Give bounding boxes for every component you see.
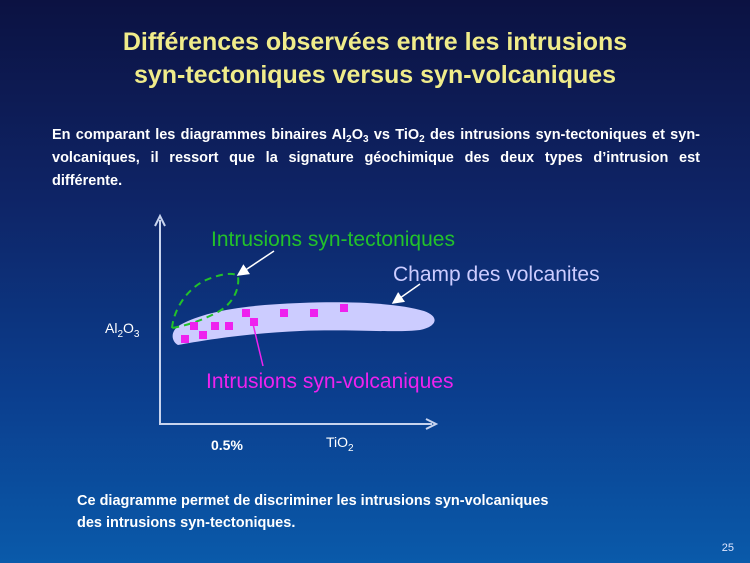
intro-text-2: O: [351, 127, 363, 143]
slide-number: 25: [721, 542, 734, 554]
syn-tectonic-pointer: [236, 250, 275, 276]
sample-point: [190, 322, 198, 330]
x-axis-label-tio: TiO: [326, 434, 348, 450]
sample-point: [199, 331, 207, 339]
intro-sub-2: 3: [363, 134, 369, 145]
intro-paragraph: En comparant les diagrammes binaires Al2…: [52, 124, 700, 193]
y-axis-label-sub2: 3: [134, 329, 140, 340]
intro-sub-1: 2: [346, 134, 352, 145]
sample-point: [225, 322, 233, 330]
intro-sub-3: 2: [419, 134, 425, 145]
volcanic-field-pointer: [391, 283, 421, 304]
intro-text-1: En comparant les diagrammes binaires Al: [52, 127, 347, 143]
x-axis-label-sub: 2: [348, 443, 354, 454]
sample-point: [211, 322, 219, 330]
sample-point: [250, 318, 258, 326]
syn-volcanic-samples: [181, 304, 348, 343]
syn-tectonic-field: [170, 272, 240, 330]
syn-tectonic-label: Intrusions syn-tectoniques: [211, 228, 455, 251]
syn-volcanic-pointer: [252, 323, 264, 367]
x-tick-label: 0.5%: [211, 437, 243, 453]
sample-point: [280, 309, 288, 317]
syn-volcanic-label: Intrusions syn-volcaniques: [206, 370, 453, 393]
volcanic-field-envelope: [172, 302, 435, 345]
sample-point: [181, 335, 189, 343]
intro-text-3: vs TiO: [368, 127, 420, 143]
sample-point: [340, 304, 348, 312]
sample-point: [242, 309, 250, 317]
slide-title: Différences observées entre les intrusio…: [40, 26, 710, 92]
x-axis-arrow: [425, 418, 439, 430]
intro-text-4: des intrusions syn-tectoniques et syn-vo…: [52, 127, 701, 189]
y-axis-label-sub1: 2: [117, 329, 123, 340]
title-line-2: syn-tectoniques versus syn-volcaniques: [133, 61, 617, 89]
conclusion-line-2: des intrusions syn-tectoniques.: [77, 515, 296, 531]
conclusion-text: Ce diagramme permet de discriminer les i…: [77, 490, 697, 534]
title-line-1: Différences observées entre les intrusio…: [122, 28, 628, 56]
y-axis-label-al: Al: [105, 320, 117, 336]
conclusion-line-1: Ce diagramme permet de discriminer les i…: [77, 493, 549, 509]
y-axis-arrow: [154, 213, 166, 227]
x-axis-label: TiO2: [326, 434, 354, 454]
y-axis-label: Al2O3: [105, 320, 140, 340]
y-axis-label-o: O: [123, 320, 134, 336]
volcanic-field-label: Champ des volcanites: [393, 263, 600, 286]
sample-point: [310, 309, 318, 317]
